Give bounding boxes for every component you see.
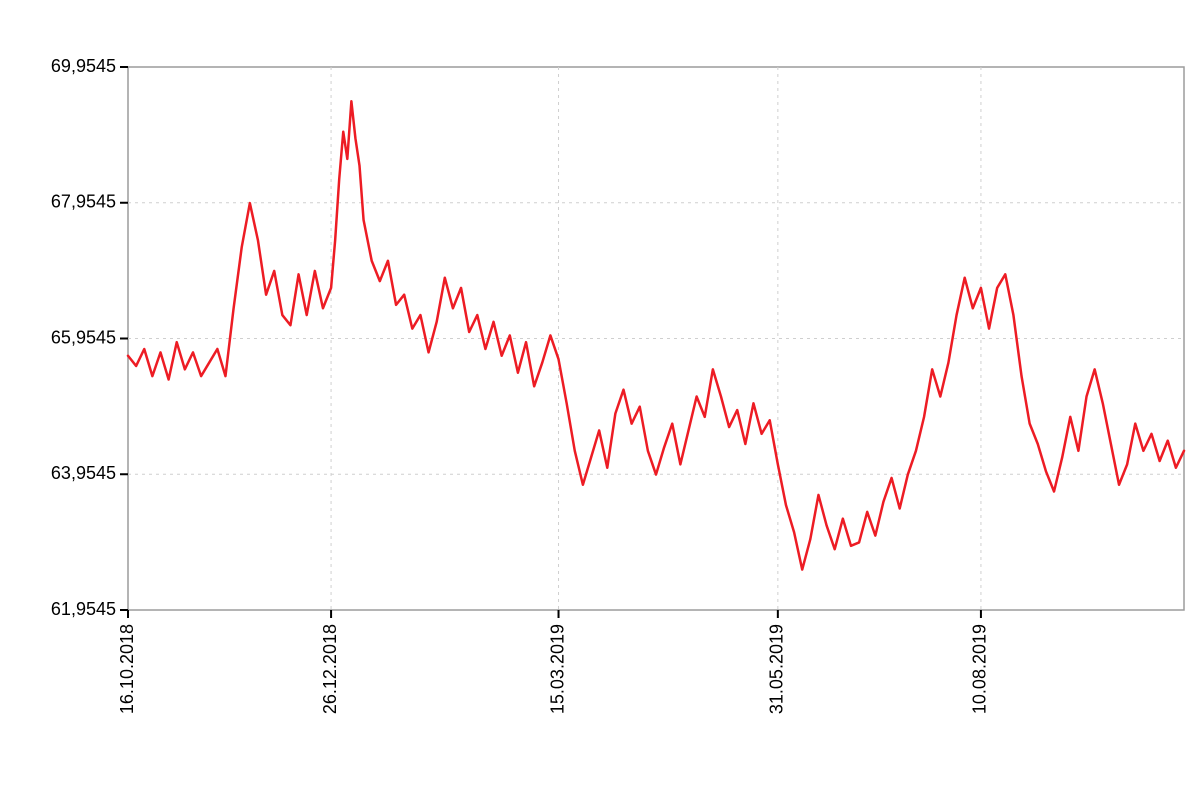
xtick-label: 31.05.2019 xyxy=(767,624,787,714)
xtick-label: 16.10.2018 xyxy=(117,624,137,714)
ytick-label: 69,9545 xyxy=(51,56,116,76)
xtick-label: 15.03.2019 xyxy=(547,624,567,714)
ytick-label: 65,9545 xyxy=(51,327,116,347)
currency-rate-chart: Динамика курса валюты 61,954563,954565,9… xyxy=(0,0,1200,800)
ytick-label: 61,9545 xyxy=(51,599,116,619)
ytick-label: 63,9545 xyxy=(51,463,116,483)
ytick-label: 67,9545 xyxy=(51,192,116,212)
xtick-label: 10.08.2019 xyxy=(970,624,990,714)
chart-svg: 61,9545 63,9545 65,9545 67,9545 69,9545 16.10… xyxy=(0,0,1200,800)
xtick-label: 26.12.2018 xyxy=(320,624,340,714)
